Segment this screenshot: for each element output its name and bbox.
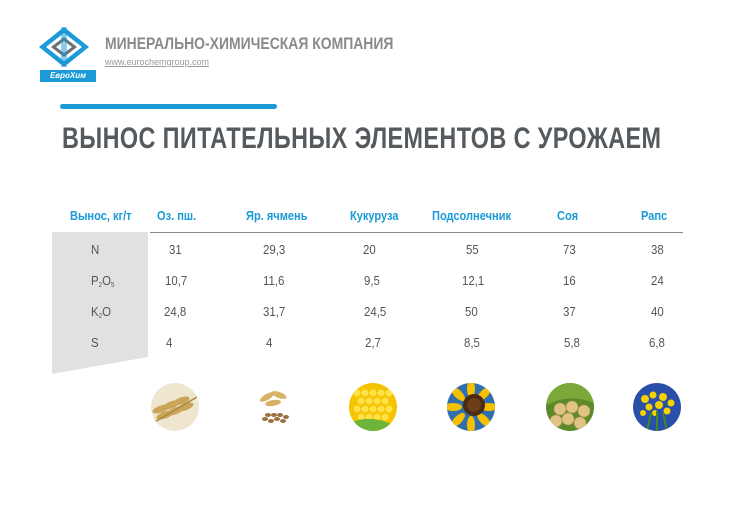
rapeseed-image: [633, 383, 681, 431]
table-cell: 8,5: [464, 335, 480, 350]
corner-header: Вынос, кг/т: [70, 208, 132, 223]
eurochem-logo: [38, 26, 90, 68]
table-cell: 6,8: [649, 335, 665, 350]
table-cell: 10,7: [165, 273, 188, 288]
table-cell: 55: [466, 242, 479, 257]
column-header: Соя: [557, 208, 579, 223]
table-cell: 38: [651, 242, 664, 257]
table-cell: 4: [166, 335, 173, 350]
table-cell: 16: [563, 273, 576, 288]
soy-image: [546, 383, 594, 431]
barley-image: [251, 383, 299, 431]
column-header: Рапс: [641, 208, 668, 223]
column-header: Оз. пш.: [157, 208, 197, 223]
table-cell: 20: [363, 242, 376, 257]
table-cell: 5,8: [564, 335, 580, 350]
column-header: Яр. ячмень: [246, 208, 308, 223]
table-cell: 4: [266, 335, 273, 350]
row-label-p2o5: P2O5: [91, 273, 115, 289]
column-header: Кукуруза: [350, 208, 399, 223]
table-cell: 50: [465, 304, 478, 319]
table-cell: 11,6: [263, 273, 285, 288]
accent-bar: [60, 104, 277, 109]
row-label-panel: [52, 232, 148, 374]
column-header: Подсолнечник: [432, 208, 512, 223]
company-url[interactable]: www.eurochemgroup.com: [105, 57, 210, 67]
table-cell: 24: [651, 273, 664, 288]
table-cell: 2,7: [365, 335, 381, 350]
table-cell: 24,8: [164, 304, 187, 319]
table-cell: 73: [563, 242, 576, 257]
slide-title: ВЫНОС ПИТАТЕЛЬНЫХ ЭЛЕМЕНТОВ С УРОЖАЕМ: [62, 122, 662, 155]
table-cell: 37: [563, 304, 576, 319]
table-cell: 31: [169, 242, 182, 257]
row-label-n: N: [91, 242, 100, 257]
company-name: МИНЕРАЛЬНО-ХИМИЧЕСКАЯ КОМПАНИЯ: [105, 34, 394, 53]
corn-image: [349, 383, 397, 431]
header-rule: [150, 232, 683, 233]
row-label-k2o: K2O: [91, 304, 111, 320]
table-cell: 29,3: [263, 242, 286, 257]
table-cell: 24,5: [364, 304, 387, 319]
table-cell: 40: [651, 304, 664, 319]
brand-name: ЕвроХим: [40, 70, 96, 82]
table-cell: 31,7: [263, 304, 286, 319]
table-cell: 12,1: [462, 273, 485, 288]
row-label-s: S: [91, 335, 99, 350]
sunflower-image: [447, 383, 495, 431]
table-cell: 9,5: [364, 273, 380, 288]
wheat-image: [151, 383, 199, 431]
